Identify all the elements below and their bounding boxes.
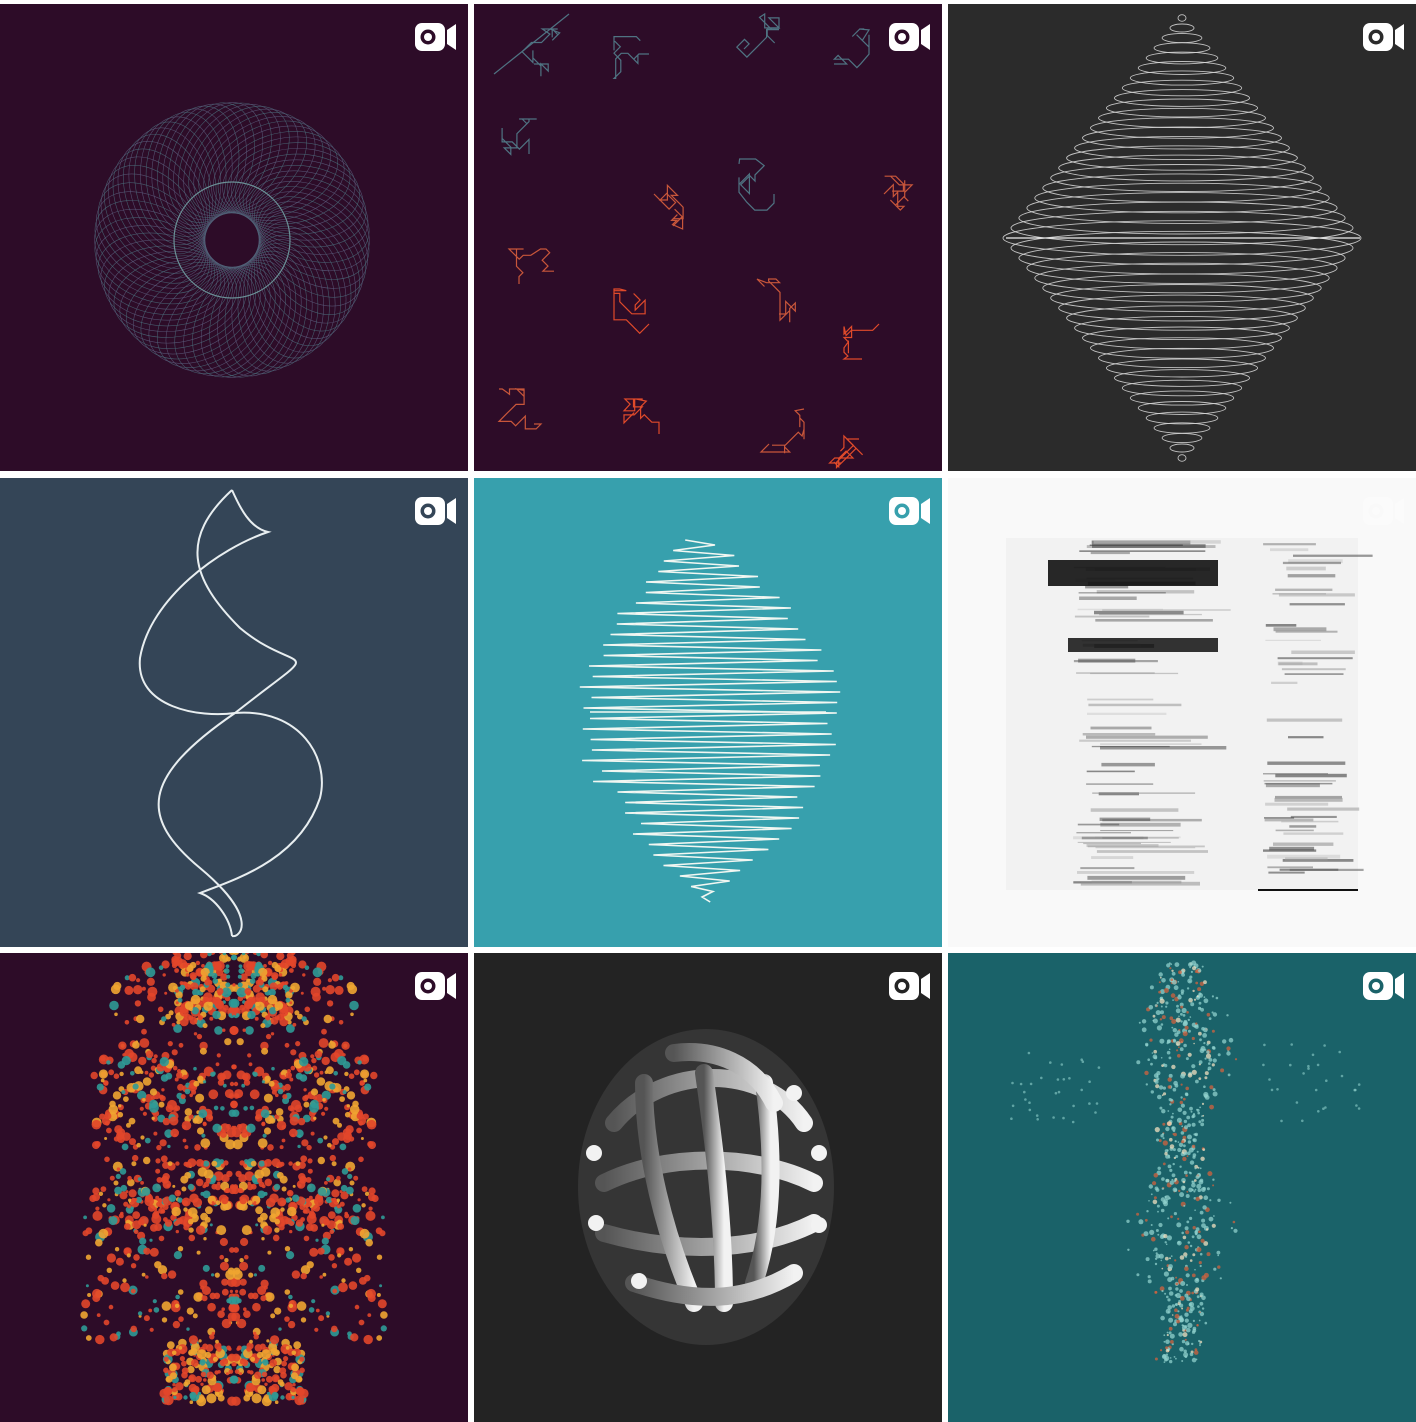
video-camera-icon <box>1362 20 1406 54</box>
video-camera-icon <box>888 20 932 54</box>
video-camera-icon <box>1362 494 1406 528</box>
video-camera-icon <box>888 494 932 528</box>
tube-sphere-artwork <box>578 1029 834 1345</box>
post-tile-particle-spine[interactable] <box>948 953 1416 1422</box>
spirograph-artwork <box>94 102 370 378</box>
post-tile-spirograph[interactable] <box>0 4 468 471</box>
zigzag-lens-artwork <box>579 539 841 903</box>
video-camera-icon <box>414 20 458 54</box>
diamond-rings-artwork <box>1002 14 1362 462</box>
fractal-mirror-artwork <box>80 953 388 1407</box>
post-tile-zigzag-lens[interactable] <box>474 478 942 947</box>
post-tile-fractal-mirror[interactable] <box>0 953 468 1422</box>
random-walk-artwork <box>493 12 914 469</box>
video-camera-icon <box>414 494 458 528</box>
post-tile-twisted-curve[interactable] <box>0 478 468 947</box>
post-tile-tube-sphere[interactable] <box>474 953 942 1422</box>
glitch-scan-artwork <box>1006 538 1373 891</box>
post-tile-diamond-rings[interactable] <box>948 4 1416 471</box>
post-tile-random-walks[interactable] <box>474 4 942 471</box>
video-camera-icon <box>1362 969 1406 1003</box>
post-tile-glitch-scan[interactable] <box>948 478 1416 947</box>
video-camera-icon <box>414 969 458 1003</box>
twisted-curve-artwork <box>138 489 323 938</box>
video-camera-icon <box>888 969 932 1003</box>
particle-spine-artwork <box>1010 960 1361 1364</box>
